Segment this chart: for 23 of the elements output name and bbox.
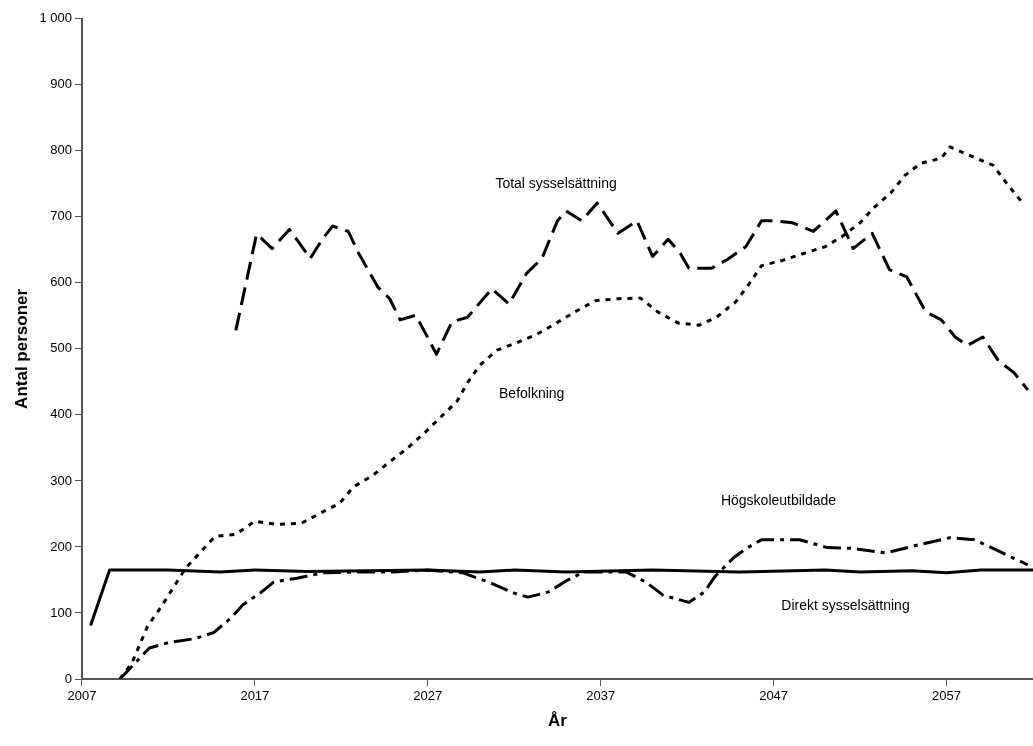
- y-tick-label: 400: [50, 406, 72, 422]
- series-label: Total sysselsättning: [495, 174, 617, 191]
- y-tick-label: 200: [50, 538, 72, 554]
- y-tick-label: 700: [50, 208, 72, 224]
- x-tick-label: 2017: [240, 688, 270, 704]
- x-tick-label: 2007: [67, 688, 97, 704]
- series-label: Befolkning: [499, 385, 565, 402]
- y-tick-label: 100: [50, 604, 72, 620]
- series-label: Direkt sysselsättning: [781, 596, 910, 613]
- text: Högskoleutbildade: [720, 491, 837, 508]
- y-axis-title: Antal personer: [11, 288, 31, 409]
- y-tick-label: 0: [64, 670, 72, 686]
- y-tick-label: 1 000: [39, 10, 72, 26]
- x-tick-label: 2037: [586, 688, 616, 704]
- y-tick-label: 800: [50, 142, 72, 158]
- x-tick-label: 2057: [932, 688, 961, 704]
- x-axis-title: År: [548, 711, 568, 731]
- y-tick-label: 500: [50, 340, 72, 356]
- y-tick-label: 600: [50, 274, 72, 290]
- x-tick-label: 2047: [759, 688, 789, 704]
- y-tick-label: 900: [50, 76, 72, 92]
- x-tick-label: 2027: [413, 688, 443, 704]
- y-tick-label: 300: [50, 472, 72, 488]
